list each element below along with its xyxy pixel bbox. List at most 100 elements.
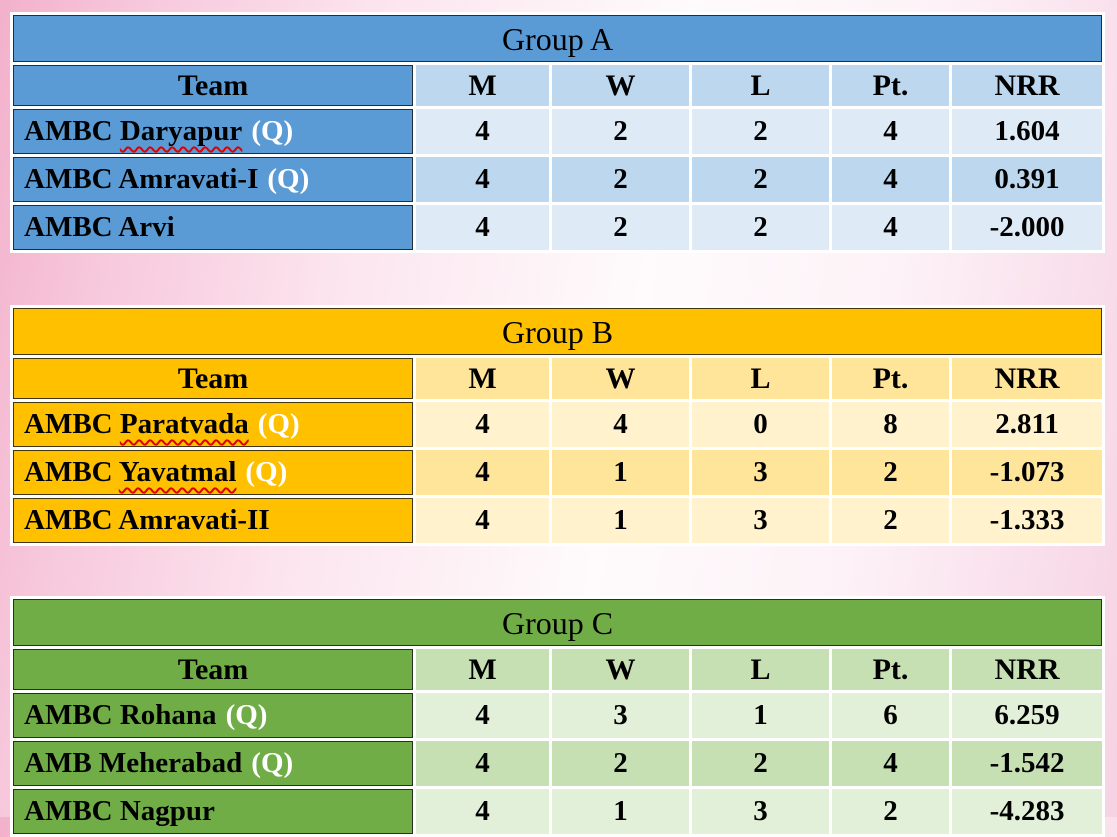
team-cell: AMBC Yavatmal (Q) [13, 450, 413, 495]
stat-cell-m: 4 [416, 109, 549, 154]
column-header-nrr: NRR [952, 649, 1103, 690]
team-cell: AMBC Nagpur [13, 789, 413, 834]
stat-cell-m: 4 [416, 498, 549, 543]
team-cell: AMBC Rohana (Q) [13, 693, 413, 738]
stat-cell-w: 2 [552, 741, 689, 786]
group-c-title: Group C [13, 599, 1103, 646]
column-header-m: M [416, 358, 549, 399]
team-name: AMBC Amravati-I [24, 163, 259, 195]
stat-cell-nrr: -1.073 [952, 450, 1103, 495]
qualified-badge: (Q) [251, 747, 294, 779]
column-header-team: Team [13, 649, 413, 690]
stat-cell-l: 2 [692, 205, 829, 250]
qualified-badge: (Q) [257, 408, 300, 440]
team-name-misspelled: Yavatmal [118, 456, 237, 488]
team-row: AMBC Yavatmal (Q) 4 1 3 2 -1.073 [13, 450, 1103, 495]
stat-cell-nrr: -4.283 [952, 789, 1103, 834]
stat-cell-w: 1 [552, 789, 689, 834]
team-row: AMBC Paratvada (Q) 4 4 0 8 2.811 [13, 402, 1103, 447]
qualified-badge: (Q) [267, 163, 310, 195]
stat-cell-l: 3 [692, 789, 829, 834]
stat-cell-nrr: 0.391 [952, 157, 1103, 202]
team-cell: AMBC Daryapur (Q) [13, 109, 413, 154]
stat-cell-l: 0 [692, 402, 829, 447]
stat-cell-w: 2 [552, 109, 689, 154]
stat-cell-w: 2 [552, 205, 689, 250]
team-row: AMBC Rohana (Q) 4 3 1 6 6.259 [13, 693, 1103, 738]
team-row: AMBC Amravati-I (Q) 4 2 2 4 0.391 [13, 157, 1103, 202]
qualified-badge: (Q) [225, 699, 268, 731]
stat-cell-pt: 4 [832, 109, 949, 154]
group-c-column-headers: Team M W L Pt. NRR [13, 649, 1103, 690]
column-header-nrr: NRR [952, 65, 1103, 106]
stat-cell-nrr: -2.000 [952, 205, 1103, 250]
stat-cell-w: 2 [552, 157, 689, 202]
team-name-misspelled: Daryapur [119, 115, 243, 147]
column-header-l: L [692, 65, 829, 106]
column-header-m: M [416, 65, 549, 106]
team-row: AMBC Arvi 4 2 2 4 -2.000 [13, 205, 1103, 250]
stat-cell-l: 2 [692, 157, 829, 202]
team-name: AMBC [24, 115, 120, 147]
stat-cell-nrr: -1.333 [952, 498, 1103, 543]
column-header-pt: Pt. [832, 649, 949, 690]
team-cell: AMBC Amravati-I (Q) [13, 157, 413, 202]
team-row: AMBC Amravati-II 4 1 3 2 -1.333 [13, 498, 1103, 543]
stat-cell-w: 1 [552, 450, 689, 495]
stat-cell-nrr: -1.542 [952, 741, 1103, 786]
group-a-title: Group A [13, 15, 1103, 62]
qualified-badge: (Q) [251, 115, 294, 147]
team-cell: AMB Meherabad (Q) [13, 741, 413, 786]
column-header-team: Team [13, 358, 413, 399]
stat-cell-m: 4 [416, 741, 549, 786]
stat-cell-pt: 2 [832, 498, 949, 543]
stat-cell-l: 3 [692, 498, 829, 543]
team-cell: AMBC Paratvada (Q) [13, 402, 413, 447]
stat-cell-w: 4 [552, 402, 689, 447]
team-name: AMB Meherabad [24, 747, 243, 779]
column-header-team: Team [13, 65, 413, 106]
stat-cell-w: 1 [552, 498, 689, 543]
stat-cell-m: 4 [416, 789, 549, 834]
column-header-w: W [552, 358, 689, 399]
stat-cell-w: 3 [552, 693, 689, 738]
column-header-w: W [552, 649, 689, 690]
stat-cell-l: 2 [692, 741, 829, 786]
team-cell: AMBC Amravati-II [13, 498, 413, 543]
stat-cell-pt: 2 [832, 789, 949, 834]
team-name: AMBC [24, 408, 120, 440]
stat-cell-nrr: 2.811 [952, 402, 1103, 447]
stat-cell-m: 4 [416, 402, 549, 447]
stat-cell-pt: 8 [832, 402, 949, 447]
team-row: AMBC Nagpur 4 1 3 2 -4.283 [13, 789, 1103, 834]
column-header-pt: Pt. [832, 358, 949, 399]
column-header-m: M [416, 649, 549, 690]
stat-cell-pt: 2 [832, 450, 949, 495]
qualified-badge: (Q) [245, 456, 288, 488]
group-b-table: Group B Team M W L Pt. NRR AMBC Paratvada (Q) 4 4 0… [10, 305, 1106, 546]
stat-cell-m: 4 [416, 450, 549, 495]
stat-cell-nrr: 1.604 [952, 109, 1103, 154]
team-name: AMBC Rohana [24, 699, 217, 731]
team-name: AMBC Nagpur [24, 795, 215, 827]
stat-cell-l: 3 [692, 450, 829, 495]
team-row: AMBC Daryapur (Q) 4 2 2 4 1.604 [13, 109, 1103, 154]
stat-cell-pt: 4 [832, 741, 949, 786]
team-name-misspelled: Paratvada [119, 408, 249, 440]
column-header-l: L [692, 358, 829, 399]
stat-cell-m: 4 [416, 693, 549, 738]
team-name: AMBC Amravati-II [24, 504, 270, 536]
stat-cell-l: 2 [692, 109, 829, 154]
team-name: AMBC [24, 456, 119, 488]
column-header-nrr: NRR [952, 358, 1103, 399]
group-c-table: Group C Team M W L Pt. NRR AMBC Rohana (Q) 4 3 1 6 6.… [10, 596, 1106, 837]
group-a-column-headers: Team M W L Pt. NRR [13, 65, 1103, 106]
group-b-title: Group B [13, 308, 1103, 355]
column-header-w: W [552, 65, 689, 106]
stat-cell-m: 4 [416, 157, 549, 202]
team-cell: AMBC Arvi [13, 205, 413, 250]
stat-cell-pt: 4 [832, 157, 949, 202]
stat-cell-m: 4 [416, 205, 549, 250]
group-b-column-headers: Team M W L Pt. NRR [13, 358, 1103, 399]
